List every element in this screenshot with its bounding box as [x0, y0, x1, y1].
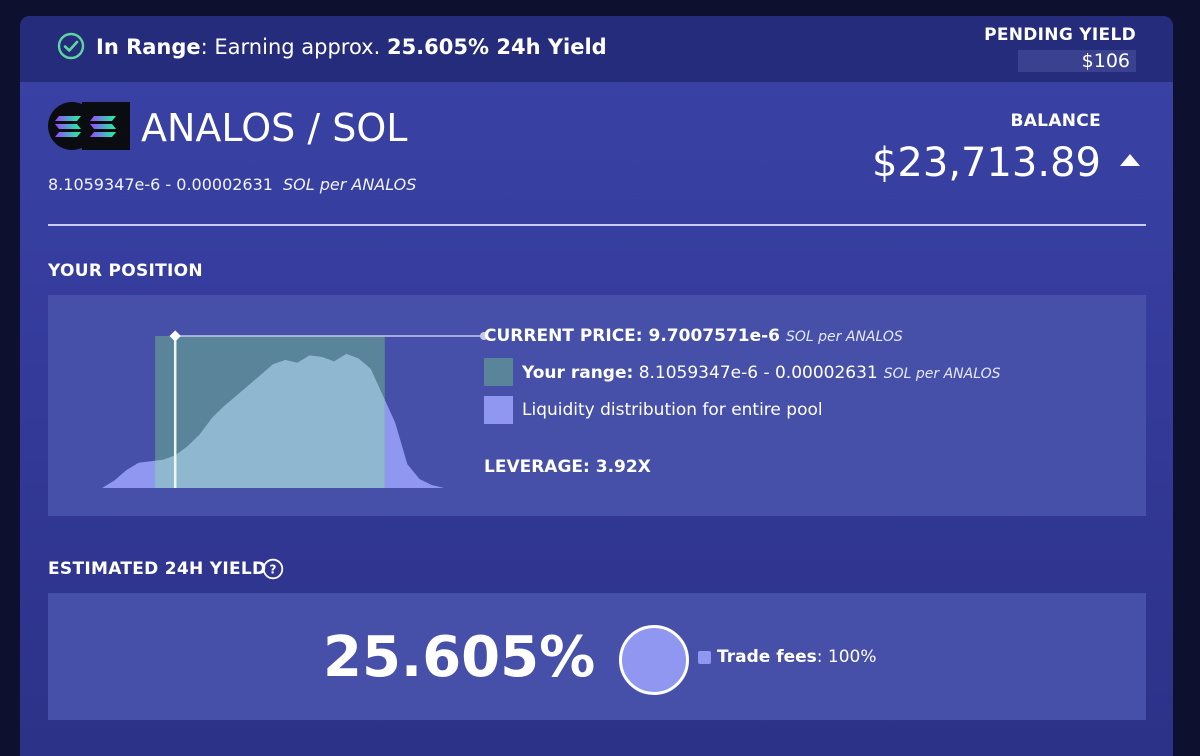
- question-circle-icon[interactable]: ?: [262, 558, 284, 580]
- range-status-label: In Range: [96, 35, 201, 59]
- range-status-text: : Earning approx.: [200, 35, 387, 59]
- analos-sol-token-pair-icon: [48, 102, 130, 150]
- liquidity-in-range-area: [155, 353, 385, 488]
- pair-range-value: 8.1059347e-6 - 0.00002631: [48, 175, 273, 194]
- current-price-unit: SOL per ANALOS: [786, 329, 903, 345]
- divider: [48, 224, 1146, 226]
- estimated-yield-value: 25.605%: [323, 625, 596, 690]
- your-range-label: Your range:: [522, 363, 634, 383]
- range-status-yield: 25.605%: [386, 35, 490, 59]
- liquidity-legend-label: Liquidity distribution for entire pool: [522, 400, 823, 420]
- liquidity-chart: [102, 330, 488, 488]
- trade-fees-legend: Trade fees: 100%: [717, 646, 877, 668]
- your-range-unit: SOL per ANALOS: [883, 366, 1001, 382]
- your-position-title: YOUR POSITION: [48, 261, 203, 281]
- status-bar: In Range: Earning approx. 25.605% 24h Yi…: [20, 16, 1173, 82]
- range-status: In Range: Earning approx. 25.605% 24h Yi…: [96, 33, 607, 61]
- yield-breakdown-pie: [619, 625, 689, 695]
- pair-range-unit: SOL per ANALOS: [282, 175, 417, 194]
- trade-fees-swatch: [698, 651, 711, 664]
- svg-text:?: ?: [270, 563, 277, 577]
- current-price-row: CURRENT PRICE: 9.7007571e-6 SOL per ANALO…: [484, 325, 903, 348]
- caret-up-icon[interactable]: [1120, 154, 1140, 166]
- trade-fees-label: Trade fees: [717, 647, 817, 667]
- check-circle-icon: [57, 32, 85, 60]
- position-card: In Range: Earning approx. 25.605% 24h Yi…: [20, 16, 1173, 756]
- estimated-yield-title: ESTIMATED 24H YIELD: [48, 559, 267, 579]
- range-status-suffix: 24h Yield: [489, 35, 607, 59]
- balance-label: BALANCE: [1010, 111, 1101, 131]
- pending-yield-value: $106: [1018, 50, 1136, 72]
- current-price-label: CURRENT PRICE:: [484, 326, 649, 346]
- current-price-connector-dot: [480, 332, 488, 340]
- liquidity-swatch: [484, 396, 513, 424]
- your-range-row: Your range: 8.1059347e-6 - 0.00002631 SOL…: [522, 362, 1001, 385]
- pair-price-range: 8.1059347e-6 - 0.00002631 SOL per ANALOS: [48, 175, 416, 195]
- estimated-yield-panel: [48, 593, 1146, 720]
- balance-value: $23,713.89: [871, 140, 1101, 186]
- pending-yield-label: PENDING YIELD: [984, 25, 1136, 45]
- leverage-label: LEVERAGE:: [484, 457, 596, 477]
- leverage-value: 3.92X: [595, 457, 651, 477]
- your-range-value: 8.1059347e-6 - 0.00002631: [638, 363, 878, 383]
- your-range-swatch: [484, 358, 513, 386]
- trade-fees-value: : 100%: [816, 647, 877, 667]
- leverage: LEVERAGE: 3.92X: [484, 457, 651, 477]
- pair-name: ANALOS / SOL: [141, 106, 408, 150]
- current-price-value: 9.7007571e-6: [648, 326, 781, 346]
